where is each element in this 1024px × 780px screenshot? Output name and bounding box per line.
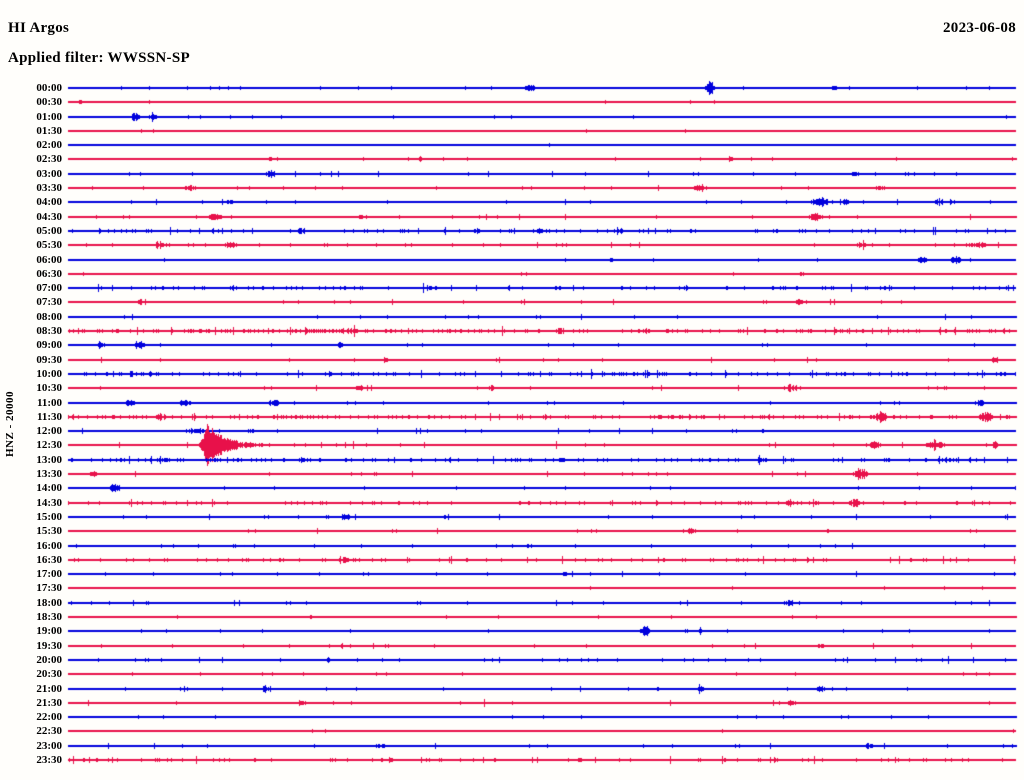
applied-filter-label: Applied filter: WWSSN-SP xyxy=(8,50,190,66)
time-label: 06:00 xyxy=(36,253,62,266)
time-label: 05:00 xyxy=(36,224,62,237)
time-label: 23:30 xyxy=(36,754,62,766)
time-label: 12:30 xyxy=(36,439,62,452)
time-label: 08:30 xyxy=(36,325,62,338)
time-label: 18:00 xyxy=(36,596,62,609)
station-title: HI Argos xyxy=(8,20,70,36)
time-label: 04:30 xyxy=(36,210,62,223)
time-label: 19:00 xyxy=(36,625,62,638)
time-label: 14:30 xyxy=(36,496,62,509)
time-label: 12:00 xyxy=(36,425,62,438)
time-label: 00:00 xyxy=(36,82,62,94)
time-label: 07:00 xyxy=(36,282,62,295)
time-label: 17:00 xyxy=(36,568,62,581)
time-label: 21:30 xyxy=(36,696,62,709)
time-label: 05:30 xyxy=(36,239,62,252)
time-label: 03:00 xyxy=(36,167,62,180)
time-label: 22:00 xyxy=(36,711,62,724)
time-label: 11:00 xyxy=(36,396,62,409)
time-label: 14:00 xyxy=(36,482,62,495)
date-label: 2023-06-08 xyxy=(943,20,1016,36)
time-label: 07:30 xyxy=(36,296,62,309)
time-label: 02:00 xyxy=(36,139,62,152)
time-label: 22:30 xyxy=(36,725,62,738)
time-label: 10:00 xyxy=(36,367,62,380)
time-label: 13:00 xyxy=(36,453,62,466)
time-label: 04:00 xyxy=(36,196,62,209)
time-label: 10:30 xyxy=(36,382,62,395)
time-label: 21:00 xyxy=(36,682,62,695)
time-label: 08:00 xyxy=(36,310,62,323)
time-label: 01:00 xyxy=(36,110,62,123)
time-label: 20:30 xyxy=(36,668,62,681)
time-label: 00:30 xyxy=(36,96,62,109)
time-label: 15:00 xyxy=(36,510,62,523)
time-label: 20:00 xyxy=(36,653,62,666)
time-label: 06:30 xyxy=(36,267,62,280)
time-label: 09:00 xyxy=(36,339,62,352)
time-label: 02:30 xyxy=(36,153,62,166)
time-label: 11:30 xyxy=(36,410,62,423)
time-label: 01:30 xyxy=(36,124,62,137)
time-label: 16:30 xyxy=(36,553,62,566)
time-label: 16:00 xyxy=(36,539,62,552)
time-label: 19:30 xyxy=(36,639,62,652)
time-label: 18:30 xyxy=(36,611,62,624)
time-label: 13:30 xyxy=(36,468,62,481)
time-label: 15:30 xyxy=(36,525,62,538)
time-label: 03:30 xyxy=(36,182,62,195)
time-label: 17:30 xyxy=(36,582,62,595)
time-label: 09:30 xyxy=(36,353,62,366)
time-label: 23:00 xyxy=(36,739,62,752)
